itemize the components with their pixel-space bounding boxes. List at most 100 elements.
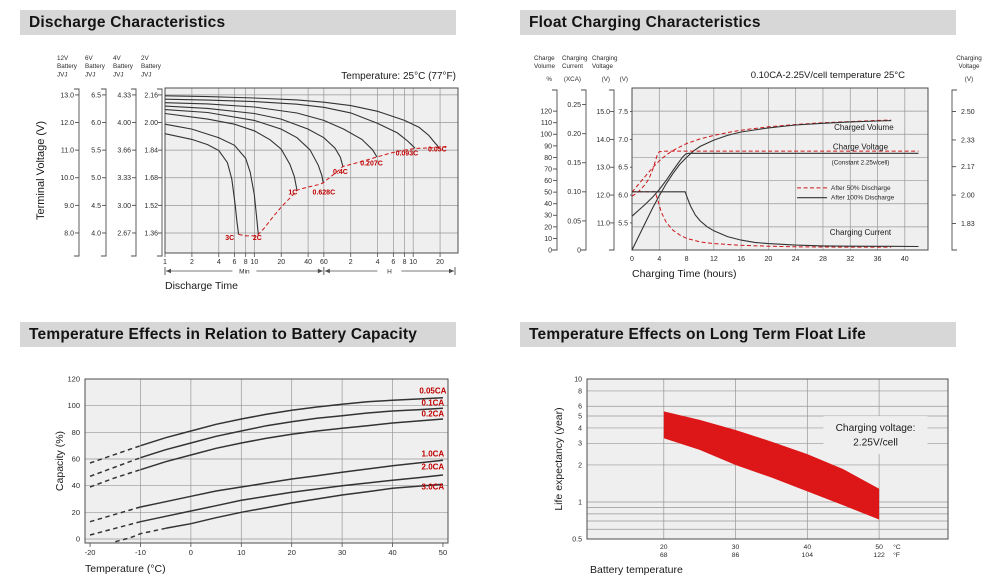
svg-text:2.50: 2.50	[961, 109, 975, 116]
svg-text:9.0: 9.0	[64, 203, 74, 210]
svg-text:0.5: 0.5	[572, 536, 582, 543]
x-axis-title: Battery temperature	[590, 564, 683, 576]
svg-text:12V: 12V	[57, 55, 69, 62]
svg-text:Min: Min	[239, 268, 250, 275]
svg-text:4: 4	[217, 259, 221, 266]
svg-text:100: 100	[540, 132, 552, 139]
x-axis-title: Charging Time (hours)	[632, 268, 736, 280]
svg-text:6: 6	[578, 404, 582, 411]
section-title: Discharge Characteristics	[29, 13, 226, 31]
y-axis-title: Life expectancy (year)	[553, 407, 565, 510]
svg-text:Charging voltage:: Charging voltage:	[836, 423, 916, 434]
svg-text:40: 40	[901, 256, 909, 263]
svg-text:0.05: 0.05	[567, 218, 581, 225]
svg-text:28: 28	[819, 256, 827, 263]
svg-text:60: 60	[544, 178, 552, 185]
svg-text:Charge Voltage: Charge Voltage	[833, 142, 889, 151]
svg-text:7.0: 7.0	[618, 137, 628, 144]
svg-text:4.0: 4.0	[91, 230, 101, 237]
svg-text:60: 60	[320, 259, 328, 266]
svg-text:15.0: 15.0	[596, 109, 610, 116]
svg-text:68: 68	[660, 552, 668, 559]
float-charging-chart: ChargeVolume%010203040506070809010011012…	[534, 55, 982, 280]
plot-grid	[85, 379, 448, 543]
svg-text:Charging: Charging	[592, 55, 618, 62]
svg-text:11.0: 11.0	[597, 220, 610, 227]
svg-text:60: 60	[72, 455, 80, 464]
discharge-curves	[164, 95, 439, 235]
plot-grid	[632, 88, 928, 250]
svg-text:2.17: 2.17	[961, 164, 975, 171]
svg-text:10: 10	[237, 548, 245, 557]
charging-curves	[631, 119, 919, 251]
svg-text:0.2CA: 0.2CA	[422, 409, 445, 418]
svg-text:20: 20	[765, 256, 773, 263]
condition-note: 0.10CA-2.25V/cell temperature 25°C	[751, 70, 905, 81]
svg-text:0.10CA-2.25V/cell temperature: 0.10CA-2.25V/cell temperature 25°C	[751, 70, 905, 81]
y-axis-columns: 12VBatteryJVJ13.012.011.010.09.08.06VBat…	[57, 55, 163, 257]
section-header-float-charging: Float Charging Characteristics	[520, 10, 956, 35]
svg-text:20: 20	[277, 259, 285, 266]
svg-text:4: 4	[657, 256, 661, 263]
svg-text:3: 3	[578, 441, 582, 448]
svg-text:Charging: Charging	[956, 55, 982, 62]
charging-voltage-annotation: Charging voltage: 2.25V/cell	[823, 416, 928, 455]
legend: After 50% Discharge After 100% Discharge	[797, 185, 895, 202]
y-axis: 10 8 6 5 4 3 2 1 0.5	[572, 376, 582, 543]
svg-text:0.628C: 0.628C	[313, 190, 336, 197]
svg-text:6.5: 6.5	[618, 165, 628, 172]
svg-text:Voltage: Voltage	[592, 63, 614, 70]
svg-text:0: 0	[630, 256, 634, 263]
svg-text:13.0: 13.0	[60, 92, 74, 99]
section-title: Temperature Effects on Long Term Float L…	[529, 325, 867, 343]
svg-text:5.0: 5.0	[91, 175, 101, 182]
svg-text:13.0: 13.0	[596, 165, 610, 172]
temp-capacity-section: Temperature Effects in Relation to Batte…	[0, 300, 500, 587]
svg-text:°C: °C	[893, 543, 901, 551]
svg-text:After 100% Discharge: After 100% Discharge	[831, 195, 895, 202]
temp-capacity-chart: 0 20 40 60 80 100 120 Capacity (%) -20 -10 0 10 20 30…	[54, 375, 449, 575]
svg-text:6.0: 6.0	[91, 120, 101, 127]
svg-text:0: 0	[548, 247, 552, 254]
x-axis-title: Temperature (°C)	[85, 563, 166, 575]
svg-text:6V: 6V	[85, 55, 94, 62]
svg-text:Voltage: Voltage	[958, 63, 980, 70]
svg-text:2: 2	[578, 462, 582, 469]
svg-text:30: 30	[338, 548, 346, 557]
svg-text:50: 50	[439, 548, 447, 557]
svg-text:120: 120	[67, 375, 80, 384]
svg-text:H: H	[387, 268, 392, 275]
svg-text:0.20: 0.20	[567, 131, 581, 138]
svg-text:30: 30	[544, 213, 552, 220]
svg-text:40: 40	[804, 544, 812, 551]
svg-text:12.0: 12.0	[60, 120, 74, 127]
svg-text:1.36: 1.36	[144, 230, 158, 237]
temperature-note: Temperature: 25°C (77°F)	[341, 71, 456, 82]
svg-text:20: 20	[72, 508, 80, 517]
svg-text:110: 110	[541, 120, 552, 127]
svg-text:Battery: Battery	[113, 63, 134, 70]
time-unit-arrows: Min H	[164, 266, 456, 276]
svg-text:16: 16	[737, 256, 745, 263]
svg-text:JVJ: JVJ	[57, 71, 68, 78]
plot-grid	[587, 379, 948, 539]
svg-text:6.5: 6.5	[91, 92, 101, 99]
svg-text:0: 0	[577, 247, 581, 254]
svg-text:JVJ: JVJ	[85, 71, 96, 78]
svg-text:32: 32	[846, 256, 854, 263]
svg-text:6: 6	[391, 259, 395, 266]
svg-text:Charged Volume: Charged Volume	[834, 123, 894, 132]
svg-text:3.0CA: 3.0CA	[422, 483, 445, 492]
svg-text:1.0CA: 1.0CA	[422, 449, 445, 458]
svg-text:2.67: 2.67	[117, 230, 131, 237]
svg-text:10: 10	[544, 236, 552, 243]
svg-text:Terminal Voltage (V): Terminal Voltage (V)	[35, 121, 47, 220]
svg-text:0.10: 0.10	[567, 189, 581, 196]
svg-text:0.25: 0.25	[567, 102, 581, 109]
svg-text:2.33: 2.33	[961, 137, 975, 144]
y-axis: 0 20 40 60 80 100 120	[67, 375, 80, 544]
svg-text:5.5: 5.5	[618, 220, 628, 227]
x-axis: -20 -10 0 10 20 30 40 50	[85, 543, 447, 557]
svg-text:0: 0	[76, 535, 80, 544]
